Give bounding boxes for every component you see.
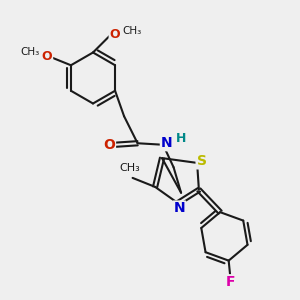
- Text: CH₃: CH₃: [20, 47, 40, 57]
- Text: F: F: [226, 275, 235, 289]
- Text: CH₃: CH₃: [120, 164, 141, 173]
- Text: O: O: [110, 28, 120, 41]
- Text: N: N: [174, 202, 185, 215]
- Text: H: H: [176, 132, 186, 145]
- Text: O: O: [42, 50, 52, 63]
- Text: CH₃: CH₃: [122, 26, 141, 36]
- Text: N: N: [161, 136, 172, 150]
- Text: S: S: [196, 154, 207, 168]
- Text: O: O: [103, 138, 115, 152]
